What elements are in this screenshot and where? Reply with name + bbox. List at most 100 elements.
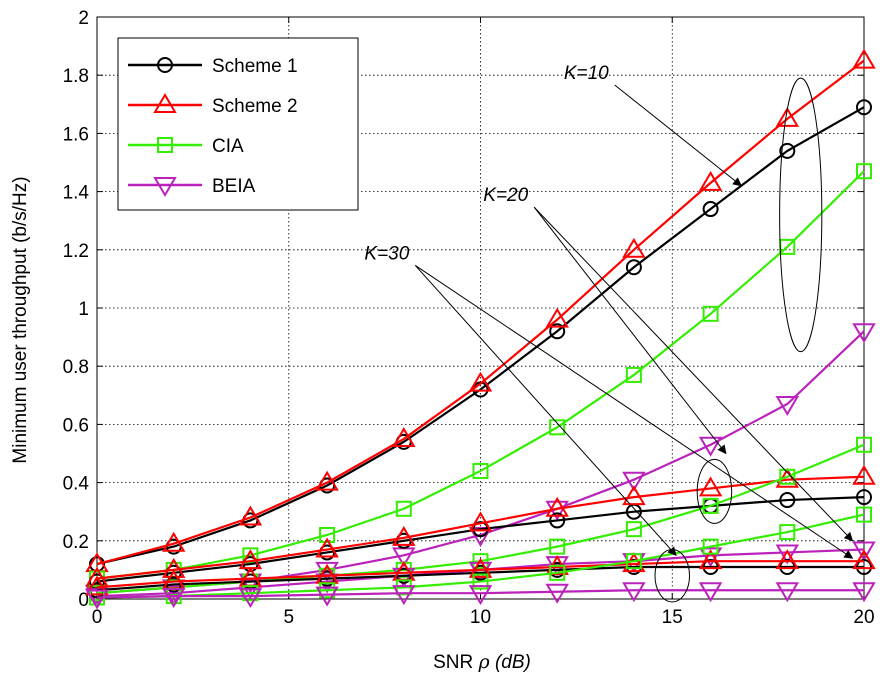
data-point — [856, 558, 872, 575]
data-point — [698, 547, 723, 568]
data-point — [852, 48, 876, 69]
data-point — [549, 512, 566, 529]
data-point — [775, 582, 800, 603]
data-point — [392, 525, 416, 546]
data-point — [779, 558, 796, 575]
y-tick-label: 0 — [78, 590, 89, 611]
data-point — [852, 464, 876, 485]
annotation-arrow — [614, 84, 742, 187]
y-tick-label: 0.4 — [63, 474, 90, 495]
plot-frame — [96, 16, 865, 600]
data-point — [775, 396, 800, 417]
series-scheme-2 — [85, 48, 876, 573]
series-group-9 — [85, 549, 876, 596]
data-point — [775, 544, 800, 565]
series-line — [96, 59, 865, 566]
series-line — [96, 496, 865, 583]
data-point — [775, 106, 800, 127]
data-point — [622, 582, 646, 603]
data-point — [468, 511, 493, 532]
data-point — [161, 588, 186, 609]
data-point — [698, 476, 723, 497]
series — [85, 48, 876, 610]
data-point — [549, 538, 566, 555]
y-tick-label: 1.2 — [63, 241, 89, 262]
data-point — [468, 371, 493, 392]
data-point — [622, 471, 646, 492]
data-point — [161, 531, 186, 552]
series-line — [96, 475, 865, 580]
x-tick-label: 0 — [92, 607, 103, 628]
data-point — [468, 561, 493, 582]
x-tick-label: 20 — [853, 607, 874, 628]
data-point — [779, 492, 796, 509]
data-point — [468, 557, 493, 578]
series-group-11 — [85, 582, 876, 610]
data-point — [698, 549, 723, 570]
legend-marker — [153, 177, 177, 197]
annotation-arrow — [533, 206, 727, 455]
data-point — [625, 366, 642, 383]
data-point — [852, 323, 876, 344]
legend-item: CIA — [128, 136, 244, 157]
data-point — [238, 588, 263, 609]
data-point — [319, 582, 336, 599]
annotation-ellipse — [779, 77, 823, 353]
data-point — [702, 538, 719, 555]
data-point — [779, 524, 796, 541]
data-point — [395, 579, 412, 596]
data-point — [85, 589, 109, 610]
data-point — [472, 521, 489, 538]
data-point — [85, 575, 109, 596]
data-point — [856, 489, 872, 506]
y-tick-label: 1.8 — [63, 66, 89, 87]
axes: 0 5 10 15 20 0 0.2 0.4 0.6 0.8 1 1.2 1.4 1.6 1.8 2 — [63, 8, 875, 628]
data-point — [856, 506, 872, 523]
data-point — [315, 470, 339, 491]
data-point — [702, 305, 719, 322]
legend-item: BEIA — [128, 176, 256, 197]
series-line — [96, 170, 865, 580]
data-point — [856, 436, 872, 453]
x-tick-label: 15 — [662, 607, 683, 628]
annotation-label: K=30 — [364, 243, 409, 264]
series-line — [96, 513, 865, 599]
data-point — [852, 582, 876, 603]
legend-marker — [157, 137, 173, 153]
annotation-arrow — [533, 206, 854, 542]
data-point — [549, 564, 566, 581]
data-point — [625, 521, 642, 538]
data-point — [468, 526, 493, 547]
annotations: K=10 K=20 K=30 — [364, 63, 854, 603]
data-point — [161, 585, 186, 606]
data-point — [625, 259, 642, 276]
data-point — [395, 500, 412, 517]
data-point — [702, 558, 719, 575]
legend-marker — [157, 57, 173, 73]
legend: Scheme 1 Scheme 2 CIA BEIA — [117, 37, 359, 211]
data-point — [392, 426, 416, 447]
data-point — [319, 526, 336, 543]
data-point — [622, 485, 646, 506]
data-point — [315, 537, 339, 558]
data-point — [702, 497, 719, 514]
y-tick-label: 1.6 — [63, 124, 89, 145]
data-point — [472, 553, 489, 570]
data-point — [779, 142, 796, 159]
legend-label: Scheme 2 — [212, 96, 298, 117]
data-point — [622, 237, 646, 258]
series-line — [96, 106, 865, 566]
data-point — [549, 323, 566, 340]
data-point — [779, 468, 796, 485]
series-line — [96, 565, 864, 592]
y-axis-label: Minimum user throughput (b/s/Hz) — [10, 176, 31, 463]
data-point — [472, 462, 489, 479]
x-tick-label: 10 — [470, 607, 491, 628]
annotation-ellipse — [696, 458, 733, 524]
data-point — [698, 582, 723, 603]
legend-label: CIA — [212, 136, 244, 157]
data-point — [238, 505, 263, 526]
y-tick-label: 0.2 — [63, 532, 89, 553]
legend-item: Scheme 1 — [128, 56, 298, 77]
